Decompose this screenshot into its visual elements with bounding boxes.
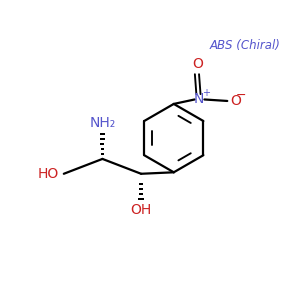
Text: NH₂: NH₂ <box>89 116 116 130</box>
Text: O: O <box>230 94 241 108</box>
Text: O: O <box>192 57 203 71</box>
Text: HO: HO <box>38 167 59 181</box>
Text: −: − <box>236 88 246 101</box>
Text: OH: OH <box>130 203 152 218</box>
Text: N: N <box>194 92 204 106</box>
Text: ABS (Chiral): ABS (Chiral) <box>210 40 280 52</box>
Text: +: + <box>202 88 210 98</box>
